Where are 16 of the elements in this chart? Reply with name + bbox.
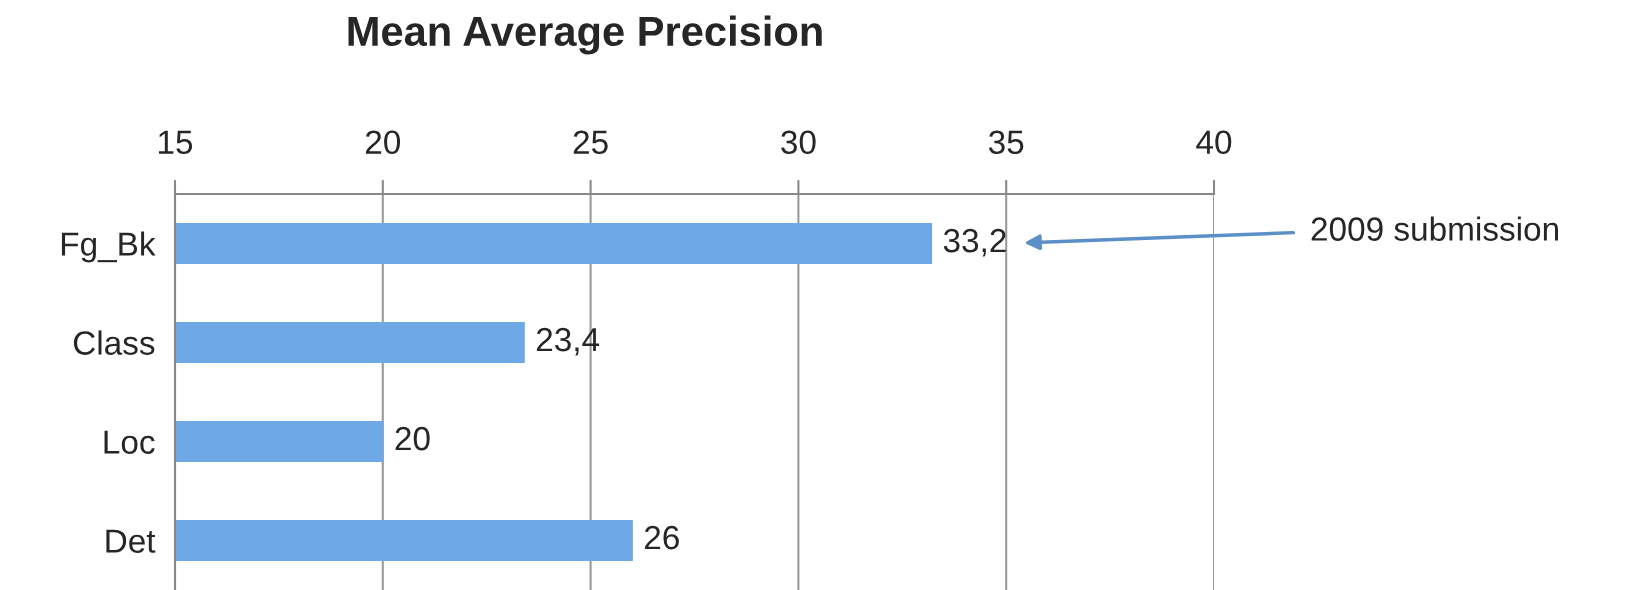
- data-label: 23,4: [536, 327, 600, 356]
- y-tick-label: Loc: [104, 430, 155, 454]
- x-tick-label: 20: [365, 130, 401, 155]
- x-tick-label: 35: [988, 130, 1024, 155]
- x-tick-label: 40: [1196, 130, 1232, 155]
- x-tick-label: 25: [573, 130, 608, 155]
- x-tick-label: 30: [781, 130, 816, 155]
- y-tick-label: Class: [73, 330, 155, 355]
- data-label: 20: [395, 426, 430, 451]
- data-label: 33,2: [943, 228, 1006, 257]
- text: 2009 submission: [1311, 216, 1558, 241]
- chart-title: Mean Average Precision: [348, 15, 822, 55]
- data-label: 26: [644, 525, 679, 550]
- y-tick-label: Fg_Bk: [61, 231, 156, 263]
- x-tick-label: 15: [159, 130, 193, 155]
- y-tick-label: Det: [106, 529, 156, 553]
